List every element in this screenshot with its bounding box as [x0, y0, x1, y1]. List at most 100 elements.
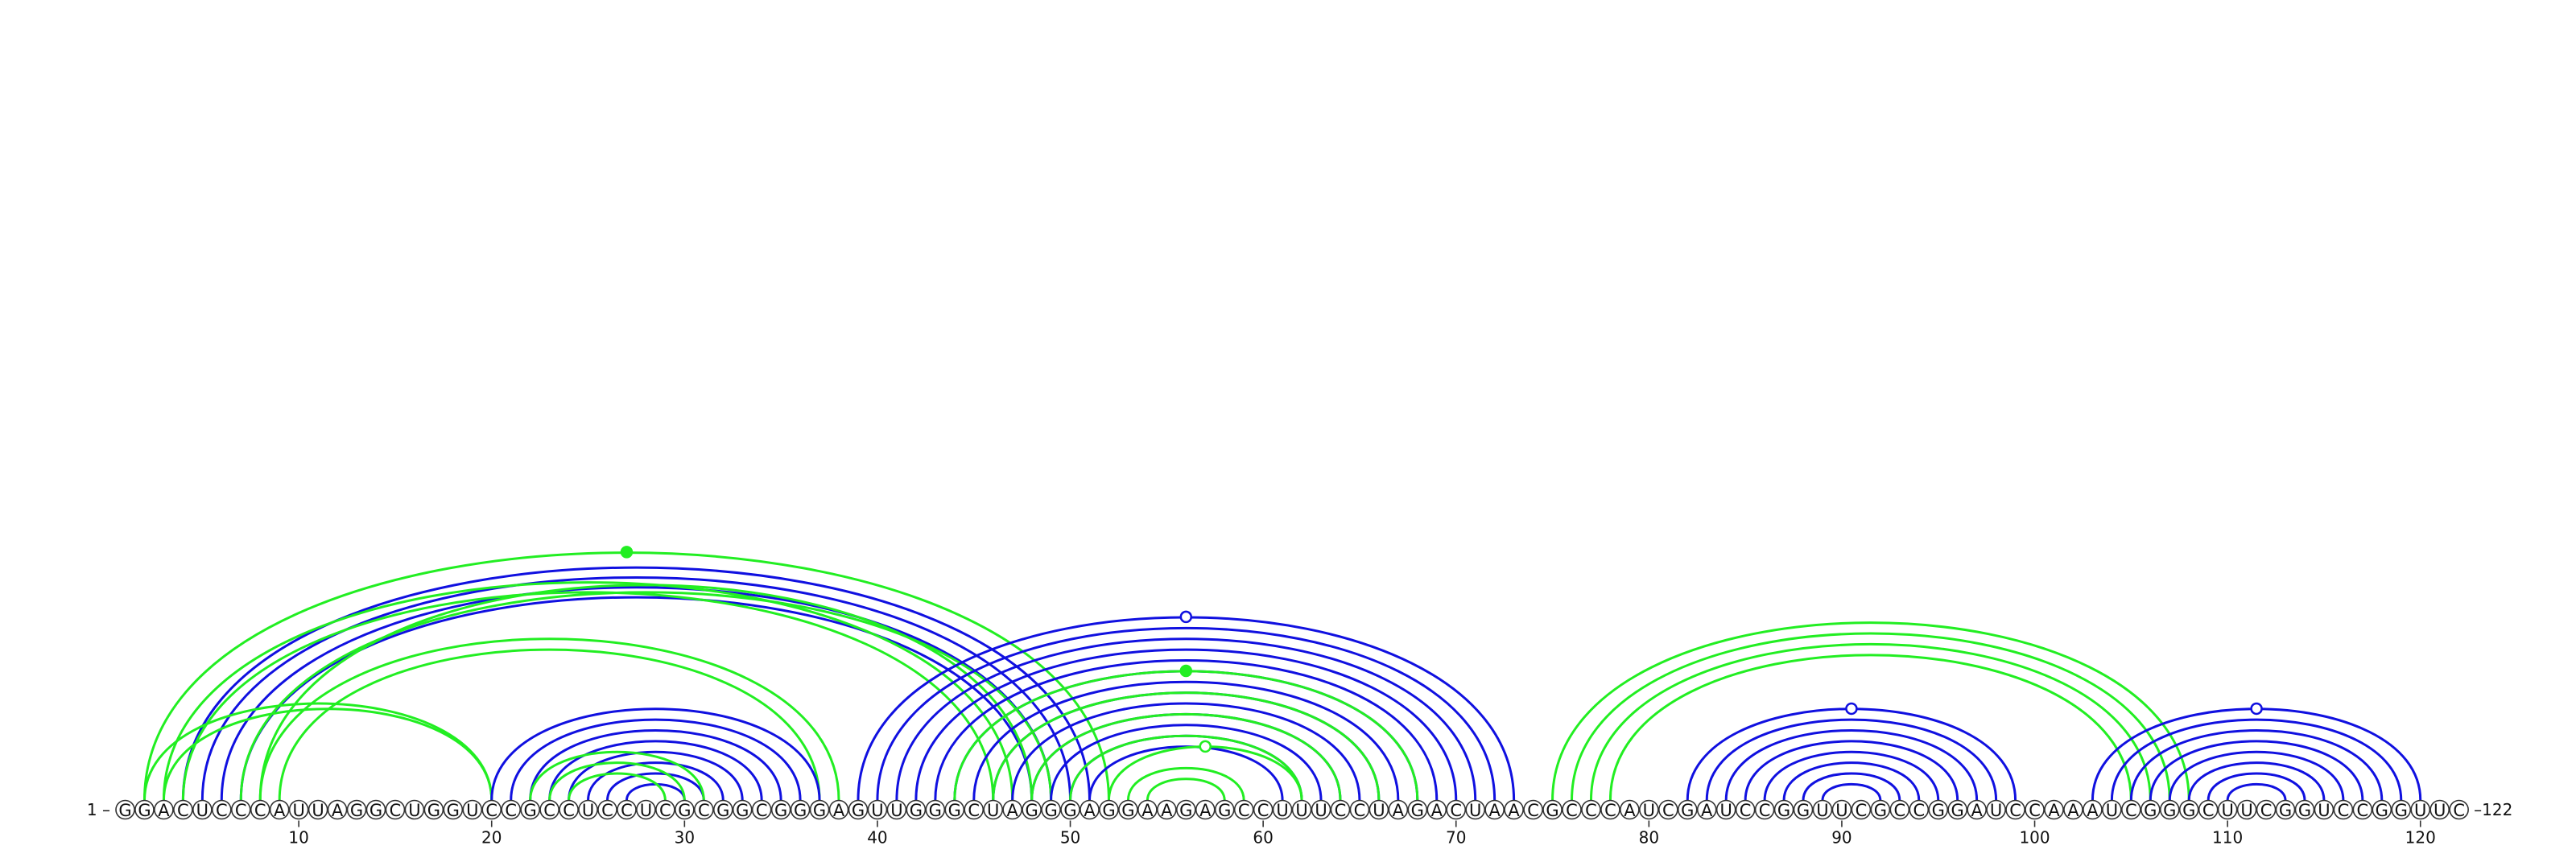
nucleotide-23: C: [543, 801, 555, 820]
nucleotide-31-circle: [693, 799, 714, 820]
base-pair-arc-106-117: [2149, 740, 2364, 801]
nucleotide-91-circle: [1851, 799, 1872, 820]
nucleotide-76: C: [1566, 801, 1578, 820]
nucleotide-103-circle: [2083, 799, 2103, 820]
base-pair-arc-4-51: [181, 566, 1091, 801]
nucleotide-35: G: [774, 801, 787, 820]
nucleotide-3: A: [158, 801, 170, 820]
nucleotide-17-circle: [423, 799, 444, 820]
base-pair-arc-45-67: [972, 680, 1400, 801]
nucleotide-48: G: [1025, 801, 1038, 820]
nucleotide-57: A: [1199, 801, 1212, 820]
base-pair-arc-85-96: [1744, 740, 1959, 801]
nucleotide-73-circle: [1504, 799, 1524, 820]
nucleotide-54: A: [1141, 801, 1154, 820]
nucleotide-117-circle: [2352, 799, 2373, 820]
nucleotide-53: G: [1121, 801, 1134, 820]
base-pair-arc-22-31: [529, 750, 705, 801]
base-pair-arc-20-37: [490, 707, 821, 801]
nucleotide-43: G: [929, 801, 942, 820]
base-pair-arc-42-70: [914, 648, 1458, 801]
base-pair-arc-25-32: [587, 761, 724, 801]
nucleotide-50-circle: [1060, 799, 1080, 820]
nucleotide-5-circle: [192, 799, 213, 820]
nucleotide-51-circle: [1080, 799, 1100, 820]
nucleotide-83-circle: [1696, 799, 1717, 820]
nucleotide-25: U: [582, 801, 594, 820]
base-pair-arc-48-64: [1030, 712, 1342, 801]
nucleotide-93-circle: [1889, 799, 1910, 820]
nucleotide-1-circle: [115, 799, 135, 820]
nucleotide-45-circle: [964, 799, 985, 820]
nucleotide-89: U: [1816, 801, 1828, 820]
nucleotide-94: C: [1913, 801, 1925, 820]
base-pair-arc-50-62: [1069, 734, 1303, 801]
nucleotide-58: G: [1218, 801, 1231, 820]
nucleotide-65: C: [1354, 801, 1366, 820]
nucleotide-39-circle: [848, 799, 869, 820]
nucleotide-99-circle: [2005, 799, 2025, 820]
nucleotide-4-circle: [173, 799, 193, 820]
base-pair-arc-43-69: [934, 659, 1439, 801]
nucleotide-114-circle: [2294, 799, 2315, 820]
tick-label-10: 10: [288, 828, 308, 848]
nucleotide-117: C: [2357, 801, 2369, 820]
nucleotide-100: C: [2029, 801, 2041, 820]
nucleotide-69-circle: [1426, 799, 1447, 820]
nucleotide-36: G: [794, 801, 807, 820]
nucleotide-73: A: [1508, 801, 1520, 820]
base-pair-arc-47-65: [1011, 702, 1361, 801]
base-pair-arc-86-95: [1763, 750, 1940, 801]
nucleotide-17: G: [427, 801, 440, 820]
nucleotide-20-circle: [481, 799, 502, 820]
nucleotide-87: G: [1777, 801, 1790, 820]
nucleotide-53-circle: [1118, 799, 1138, 820]
nucleotide-32: G: [716, 801, 729, 820]
nucleotide-40: U: [871, 801, 883, 820]
nucleotide-36-circle: [790, 799, 811, 820]
nucleotide-87-circle: [1773, 799, 1794, 820]
nucleotide-46: U: [987, 801, 999, 820]
nucleotide-2: G: [138, 801, 151, 820]
nucleotide-45: C: [968, 801, 980, 820]
arcs-layer: [142, 551, 2422, 801]
nucleotide-46-circle: [983, 799, 1003, 820]
nucleotide-30-circle: [675, 799, 695, 820]
nucleotide-75: G: [1546, 801, 1558, 820]
nucleotide-19-circle: [462, 799, 483, 820]
base-pair-arc-5-50: [200, 576, 1072, 801]
nucleotide-74-circle: [1523, 799, 1543, 820]
tick-label-40: 40: [867, 828, 887, 848]
nucleotide-31: C: [698, 801, 710, 820]
nucleotide-34-circle: [751, 799, 772, 820]
base-pair-arc-26-31: [606, 772, 705, 801]
nucleotide-6: C: [216, 801, 228, 820]
tick-label-100: 100: [2019, 828, 2050, 848]
nucleotide-74: C: [1527, 801, 1539, 820]
nucleotide-108-circle: [2178, 799, 2199, 820]
nucleotide-120: U: [2414, 801, 2426, 820]
nucleotide-2-circle: [134, 799, 155, 820]
base-pair-arc-76-107: [1571, 632, 2171, 801]
nucleotide-29: C: [659, 801, 671, 820]
nucleotide-56-circle: [1176, 799, 1196, 820]
nucleotide-62: U: [1295, 801, 1307, 820]
nucleotide-105-circle: [2121, 799, 2141, 820]
nucleotide-29-circle: [655, 799, 675, 820]
hairpin-marker: [1845, 702, 1858, 716]
nucleotide-11-circle: [308, 799, 328, 820]
nucleotide-92-circle: [1870, 799, 1891, 820]
nucleotide-8-circle: [250, 799, 270, 820]
nucleotide-34: C: [756, 801, 768, 820]
nucleotide-15: C: [390, 801, 402, 820]
nucleotide-90: U: [1835, 801, 1847, 820]
sequence-start-label: 1 –: [87, 800, 110, 819]
base-pair-arc-23-34: [548, 740, 763, 801]
nucleotide-67-circle: [1388, 799, 1409, 820]
nucleotide-9-circle: [269, 799, 290, 820]
nucleotide-67: A: [1393, 801, 1405, 820]
nucleotide-61-circle: [1272, 799, 1293, 820]
nucleotide-28-circle: [636, 799, 656, 820]
nucleotide-84-circle: [1715, 799, 1736, 820]
